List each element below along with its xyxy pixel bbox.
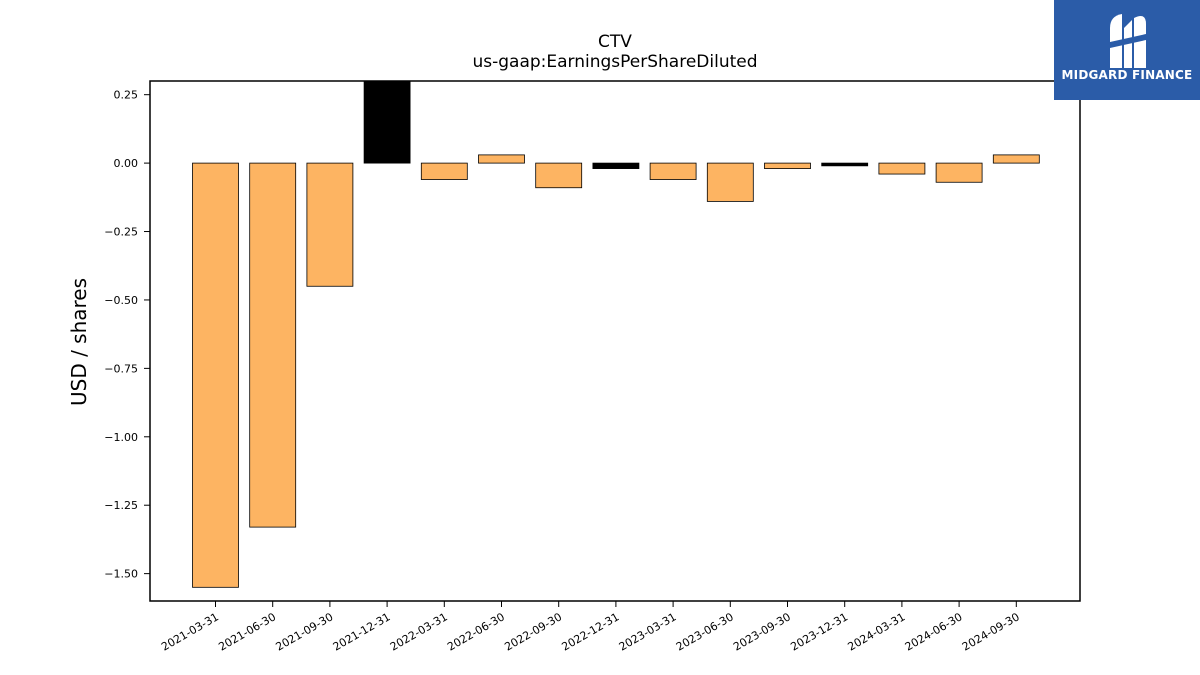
bar-2024-03-31 bbox=[878, 162, 926, 175]
bar-2022-03-31 bbox=[420, 162, 468, 180]
logo-mark-icon bbox=[1110, 14, 1146, 68]
x-tick-label: 2024-06-30 bbox=[903, 610, 965, 653]
x-tick-label: 2023-06-30 bbox=[674, 610, 736, 653]
bar-2024-06-30 bbox=[935, 162, 983, 183]
x-tick-label: 2021-03-31 bbox=[159, 610, 221, 653]
bar-2023-12-31 bbox=[821, 162, 869, 167]
bar-2021-09-30 bbox=[306, 162, 354, 287]
x-tick-label: 2021-12-31 bbox=[331, 610, 393, 653]
bar-2024-09-30 bbox=[992, 154, 1040, 164]
y-tick-label: −1.50 bbox=[104, 568, 138, 581]
x-tick-label: 2023-03-31 bbox=[617, 610, 679, 653]
y-axis-label: USD / shares bbox=[67, 278, 91, 406]
bar-2021-06-30 bbox=[249, 162, 297, 528]
bar-2023-09-30 bbox=[764, 162, 811, 169]
plot-frame bbox=[149, 80, 1081, 602]
bar-2023-03-31 bbox=[649, 162, 697, 180]
y-tick-label: −1.00 bbox=[104, 431, 138, 444]
x-tick-label: 2022-03-31 bbox=[388, 610, 450, 653]
y-tick-label: −0.50 bbox=[104, 294, 138, 307]
y-tick-label: −0.75 bbox=[104, 362, 138, 375]
x-tick-label: 2021-09-30 bbox=[274, 610, 336, 653]
x-tick-label: 2021-06-30 bbox=[216, 610, 278, 653]
x-tick-label: 2024-09-30 bbox=[960, 610, 1022, 653]
logo-text: MIDGARD FINANCE bbox=[1061, 68, 1193, 82]
x-tick-label: 2022-12-31 bbox=[560, 610, 622, 653]
x-tick-label: 2023-09-30 bbox=[731, 610, 793, 653]
bar-2021-12-31 bbox=[363, 80, 411, 164]
x-tick-label: 2023-12-31 bbox=[788, 610, 850, 653]
chart-subtitle: us-gaap:EarningsPerShareDiluted bbox=[472, 52, 758, 72]
x-tick-label: 2022-09-30 bbox=[502, 610, 564, 653]
x-tick-label: 2022-06-30 bbox=[445, 610, 507, 653]
bar-2022-06-30 bbox=[478, 154, 525, 164]
y-tick-label: 0.00 bbox=[114, 157, 139, 170]
chart-title: CTV bbox=[598, 32, 632, 52]
y-tick-label: −1.25 bbox=[104, 499, 138, 512]
bar-2022-09-30 bbox=[535, 162, 583, 189]
y-tick-label: 0.25 bbox=[114, 89, 139, 102]
bar-2022-12-31 bbox=[592, 162, 640, 169]
x-tick-label: 2024-03-31 bbox=[846, 610, 908, 653]
bar-2021-03-31 bbox=[192, 162, 239, 588]
midgard-finance-logo: MIDGARD FINANCE bbox=[1054, 0, 1200, 100]
bar-2023-06-30 bbox=[706, 162, 754, 202]
y-tick-label: −0.25 bbox=[104, 226, 138, 239]
